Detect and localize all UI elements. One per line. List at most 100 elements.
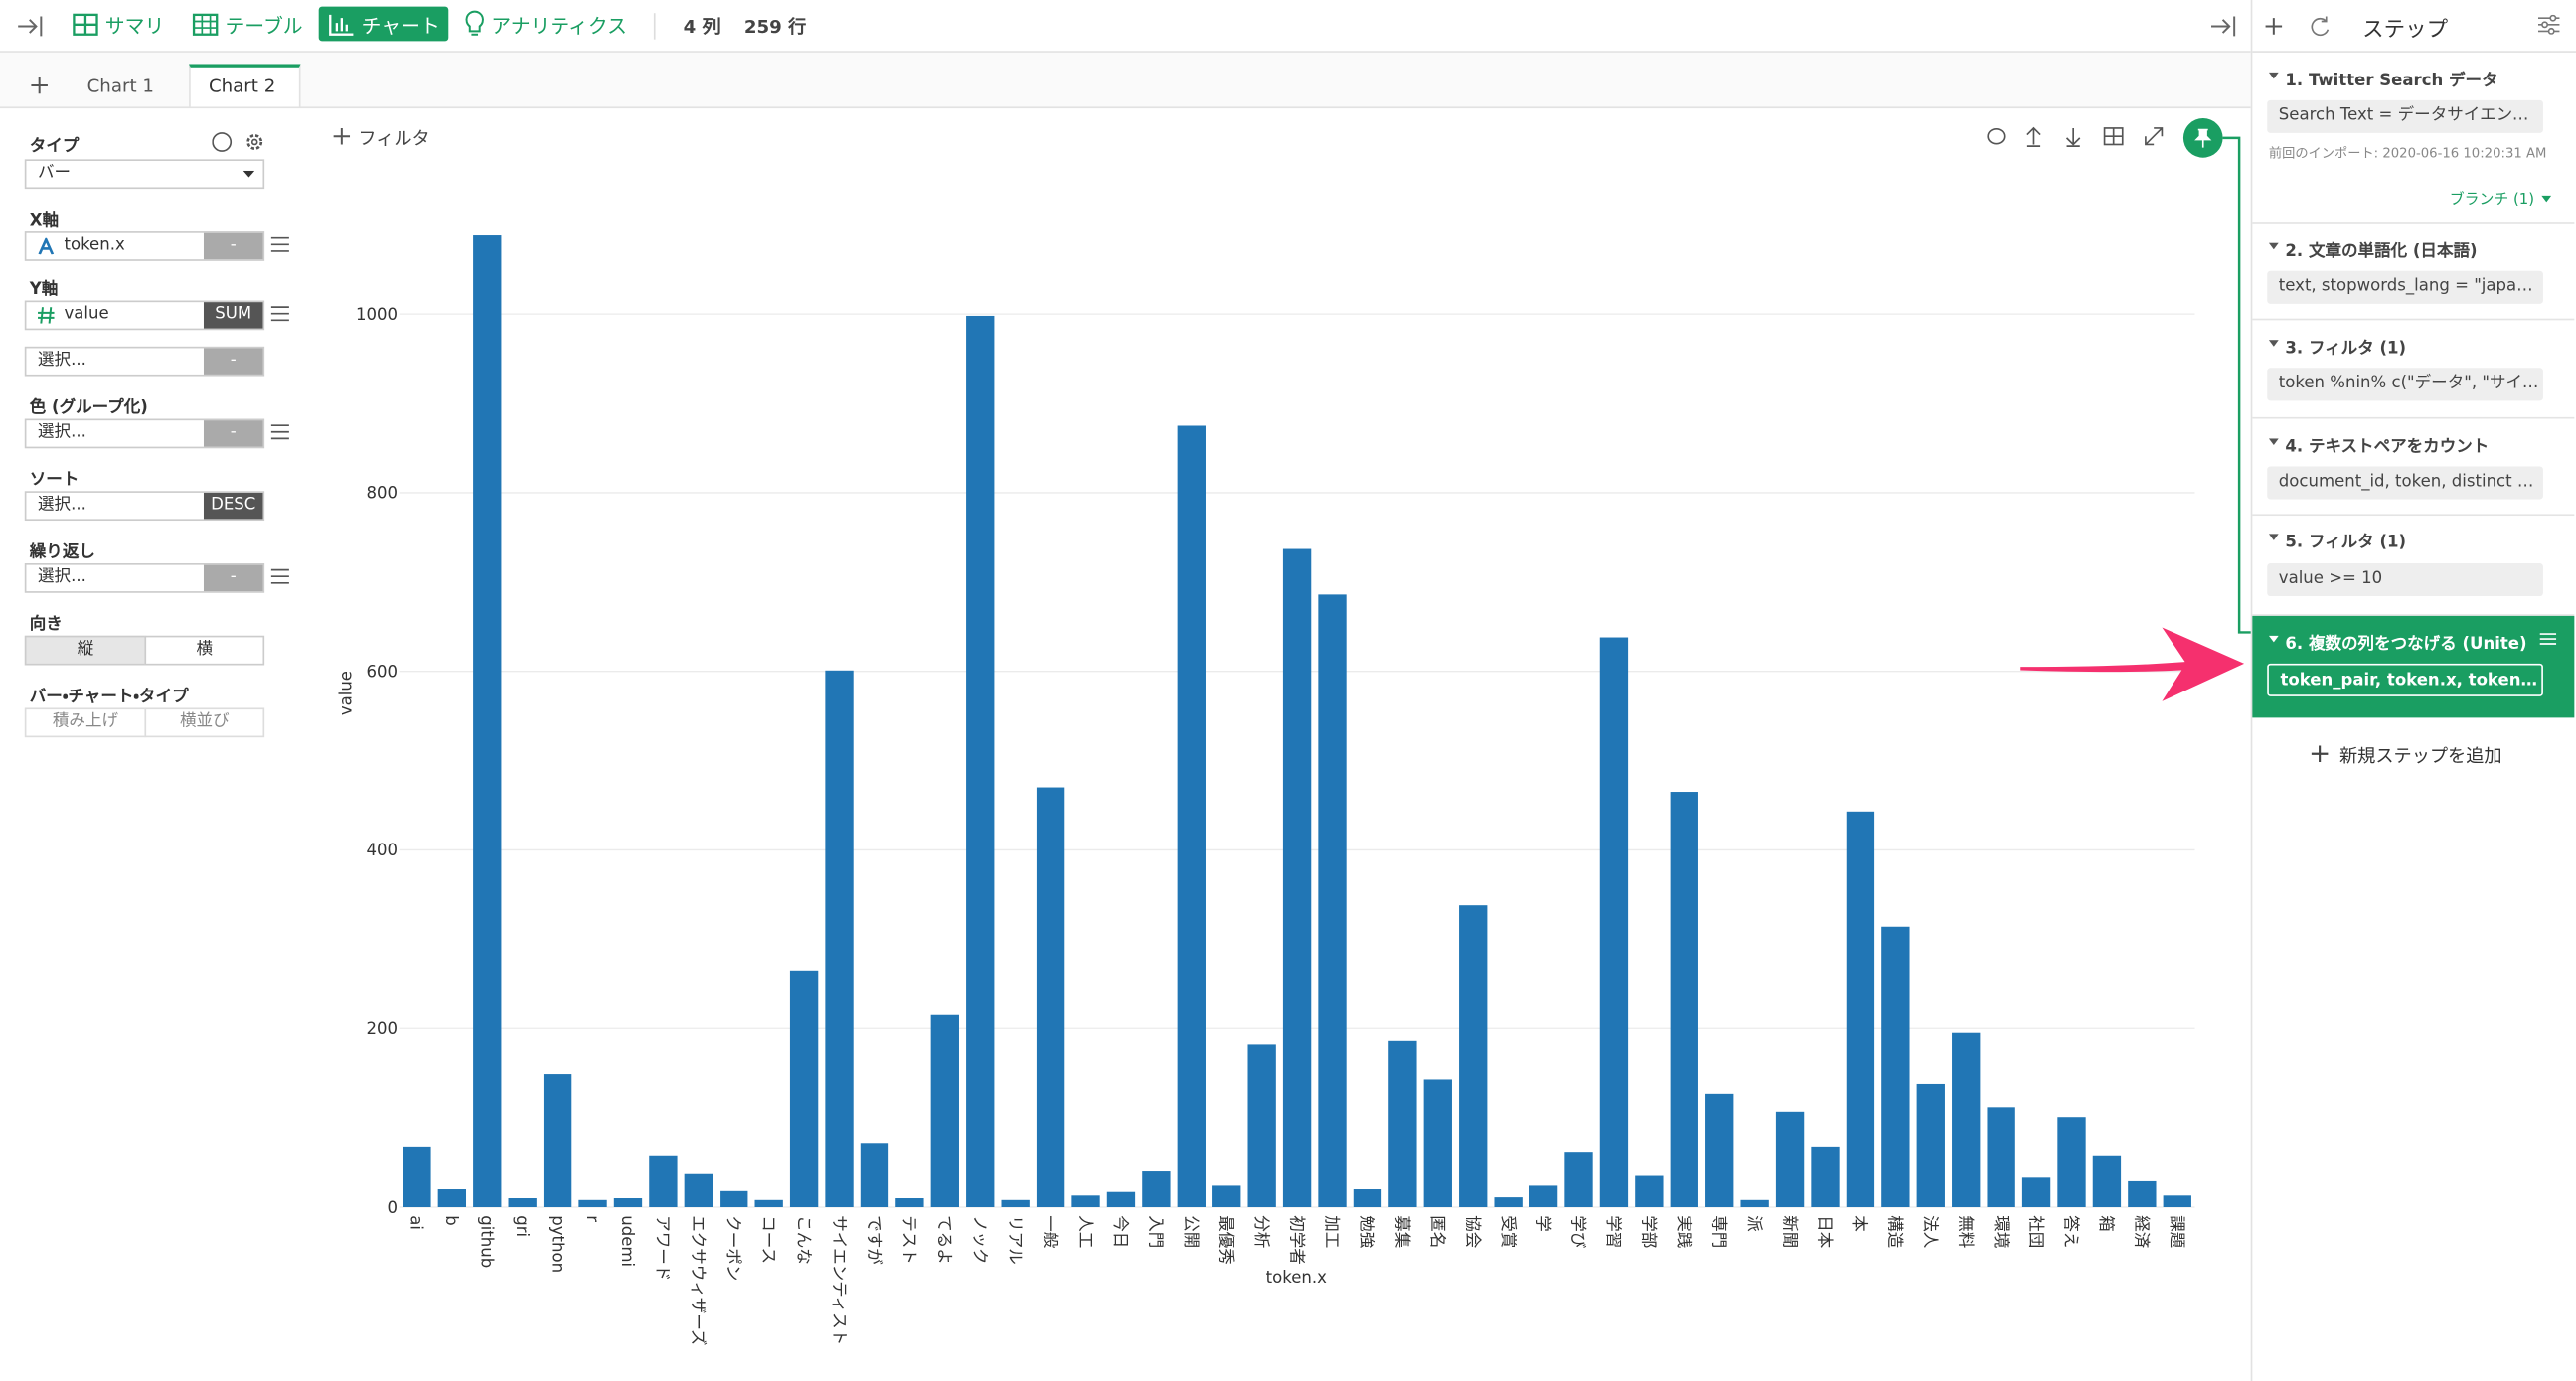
y-axis-title: value [337, 671, 356, 715]
bar [684, 1173, 713, 1207]
menu-icon[interactable] [270, 568, 289, 585]
steps-settings-icon[interactable] [2537, 14, 2560, 35]
chart-tab[interactable]: Chart 1 [86, 76, 154, 97]
menu-icon[interactable] [270, 423, 289, 440]
tab-summary[interactable]: サマリ [104, 14, 165, 39]
chart-tab-bar [0, 52, 2251, 109]
type-select[interactable]: バー [24, 159, 265, 190]
x-tick-label: 最優秀 [1216, 1215, 1235, 1265]
filter-button[interactable]: フィルタ [358, 127, 430, 150]
add-step-icon[interactable] [2310, 744, 2330, 764]
step[interactable]: 2. 文章の単語化 (日本語) text, stopwords_lang = "… [2252, 224, 2575, 321]
bar-type-option[interactable]: 積み上げ [24, 707, 147, 738]
dropdown-icon [242, 170, 255, 178]
y-tick-label: 800 [367, 484, 399, 503]
bar [1318, 594, 1347, 1207]
step-actions[interactable] [2264, 15, 2336, 38]
add-chart-icon[interactable] [30, 76, 50, 95]
step[interactable]: 5. フィルタ (1) value >= 10 [2252, 516, 2575, 616]
step-title: 6. 複数の列をつなげる (Unite) [2285, 635, 2527, 654]
chart-tab-active[interactable] [189, 64, 301, 107]
chart-tab[interactable]: Chart 2 [208, 76, 276, 97]
column-count: 4 列 [683, 16, 721, 39]
bar [1494, 1197, 1523, 1207]
bar [789, 970, 819, 1207]
orientation-option[interactable]: 縦 [24, 635, 147, 666]
menu-icon[interactable] [270, 305, 289, 322]
y2-field[interactable]: 選択... - [24, 346, 265, 377]
bar [649, 1155, 678, 1207]
divider [653, 13, 656, 40]
collapse-icon[interactable] [17, 13, 47, 39]
tab-chart[interactable]: チャート [361, 14, 440, 39]
x-agg[interactable]: - [203, 232, 263, 260]
step[interactable]: 4. テキストペアをカウント document_id, token, disti… [2252, 419, 2575, 517]
expand-icon[interactable] [2209, 13, 2239, 39]
text-type-icon [38, 237, 55, 255]
menu-icon[interactable] [270, 236, 289, 253]
color-agg[interactable]: - [203, 420, 263, 447]
bar [1705, 1093, 1734, 1207]
x-tick-label: 募集 [1393, 1215, 1412, 1248]
y-tick-label: 600 [367, 662, 399, 681]
y-tick-label: 0 [388, 1198, 399, 1217]
repeat-agg[interactable]: - [203, 564, 263, 592]
x-tick-label: ノック [970, 1215, 989, 1264]
x-field[interactable]: token.x - [24, 231, 265, 261]
step-detail: token %nin% c("データ", "サイエ... [2267, 368, 2543, 401]
bar [578, 1199, 607, 1207]
y-field[interactable]: value SUM [24, 300, 265, 331]
add-filter-icon[interactable] [333, 127, 351, 145]
dropdown-icon [2541, 195, 2552, 203]
bar [1916, 1083, 1945, 1207]
sort-field[interactable]: 選択... DESC [24, 491, 265, 522]
x-tick-label: テスト [900, 1215, 919, 1265]
x-tick-label: python [548, 1215, 566, 1273]
x-tick-label: 分析 [1252, 1215, 1271, 1248]
number-type-icon [38, 307, 55, 324]
collapse-arrow [2268, 534, 2279, 540]
bar [1811, 1146, 1840, 1207]
bar [1247, 1044, 1276, 1207]
menu-icon[interactable] [2539, 632, 2557, 645]
x-tick-label: 法人 [1921, 1215, 1940, 1249]
step[interactable]: 1. Twitter Search データ Search Text = データサ… [2252, 53, 2575, 224]
step-detail: token_pair, token.x, token.y, sep ... [2267, 663, 2543, 696]
repeat-field[interactable]: 選択... - [24, 562, 265, 593]
bar [1987, 1107, 2015, 1207]
x-tick-label: 協会 [1463, 1215, 1482, 1248]
sort-order[interactable]: DESC [203, 492, 263, 520]
step-detail: Search Text = データサイエンス, ... [2267, 99, 2543, 133]
x-tick-label: こんな [794, 1215, 813, 1265]
help-settings-icons[interactable] [212, 131, 267, 152]
orientation-option[interactable]: 横 [144, 635, 265, 666]
x-tick-label: 加工 [1323, 1215, 1342, 1248]
bar [754, 1199, 783, 1207]
bar-type-option[interactable]: 横並び [144, 707, 265, 738]
y2-agg[interactable]: - [203, 348, 263, 375]
x-tick-label: 一般 [1041, 1215, 1059, 1249]
tab-table[interactable]: テーブル [225, 14, 303, 39]
y-agg[interactable]: SUM [203, 302, 263, 329]
y-tick-label: 200 [367, 1019, 399, 1038]
color-label: 色 (グループ化) [29, 398, 148, 417]
x-axis-title: token.x [1266, 1268, 1327, 1287]
x-tick-label: 新聞 [1780, 1215, 1799, 1248]
color-field[interactable]: 選択... - [24, 418, 265, 449]
x-tick-label: 匿名 [1428, 1215, 1447, 1248]
branch-link[interactable]: ブランチ (1) [2449, 192, 2535, 209]
sort-field-value: 選択... [38, 496, 86, 515]
repeat-field-value: 選択... [38, 567, 86, 587]
collapse-arrow [2268, 438, 2279, 445]
step-active[interactable]: 6. 複数の列をつなげる (Unite) token_pair, token.x… [2252, 615, 2575, 718]
x-field-value: token.x [64, 236, 125, 255]
add-step-button[interactable]: 新規ステップを追加 [2338, 745, 2502, 767]
x-tick-label: 構造 [1886, 1215, 1905, 1248]
step[interactable]: 3. フィルタ (1) token %nin% c("データ", "サイエ... [2252, 320, 2575, 419]
color-field-value: 選択... [38, 423, 86, 442]
bar [1388, 1040, 1417, 1207]
x-tick-label: 環境 [1992, 1215, 2011, 1248]
chart-tools[interactable] [1985, 125, 2169, 148]
tab-analytics[interactable]: アナリティクス [491, 14, 627, 39]
